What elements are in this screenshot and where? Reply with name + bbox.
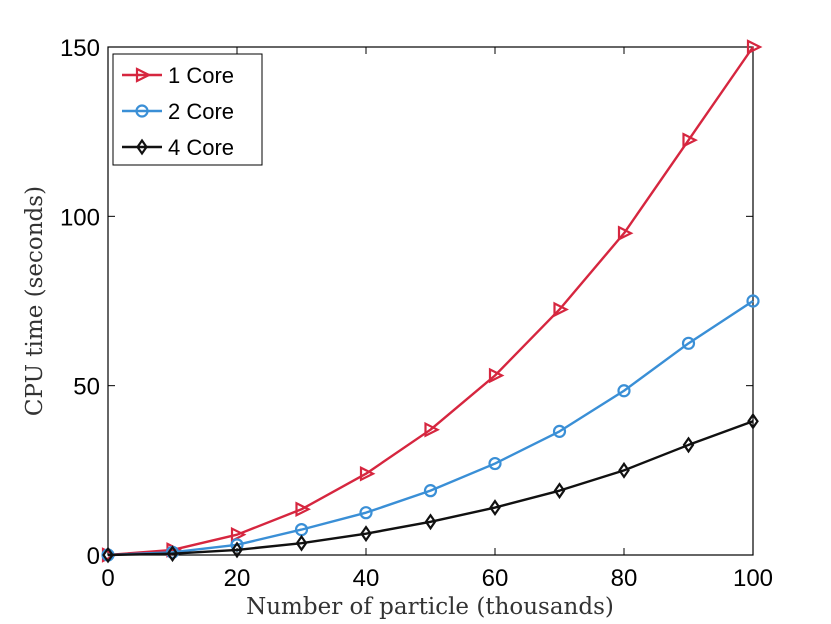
diamond-marker	[618, 461, 630, 479]
diamond-marker	[682, 436, 695, 454]
triangle-marker	[488, 367, 505, 384]
triangle-marker	[230, 526, 247, 543]
legend: 1 Core 2 Core 4 Core	[112, 53, 263, 166]
triangle-marker	[424, 421, 440, 438]
triangle-marker	[553, 301, 569, 318]
series-group	[101, 39, 763, 564]
circle-marker	[746, 294, 760, 308]
x-tick-label: 60	[482, 565, 509, 592]
y-tick-label: 50	[73, 374, 100, 401]
triangle-marker	[682, 132, 698, 148]
triangle-marker	[746, 39, 763, 55]
legend-label: 4 Core	[168, 135, 234, 160]
circle-marker	[617, 384, 631, 398]
triangle-marker	[135, 67, 152, 83]
series-line	[107, 420, 754, 557]
triangle-marker	[617, 225, 634, 242]
x-axis-title: Number of particle (thousands)	[246, 594, 614, 620]
circle-marker	[552, 424, 567, 438]
diamond-marker	[231, 541, 243, 559]
circle-marker	[135, 104, 149, 118]
circle-marker	[681, 336, 696, 350]
circle-marker	[359, 506, 373, 520]
legend-label: 2 Core	[168, 99, 234, 124]
diamond-marker	[553, 482, 566, 500]
x-tick-label: 80	[611, 565, 638, 592]
axis-ticks: 0 20 40 60 80 100 0 50 100 150	[60, 35, 773, 592]
diamond-marker	[295, 534, 308, 552]
series-line	[107, 46, 754, 557]
diamond-marker	[489, 499, 501, 517]
triangle-marker	[295, 501, 311, 518]
series-line	[107, 299, 754, 557]
x-tick-label: 100	[733, 565, 773, 592]
y-axis-title: CPU time (seconds)	[22, 186, 48, 416]
triangle-marker	[359, 465, 376, 482]
legend-label: 1 Core	[168, 63, 234, 88]
circle-marker	[488, 456, 502, 471]
y-tick-label: 0	[87, 543, 100, 570]
circle-marker	[423, 484, 438, 498]
x-tick-label: 20	[224, 565, 251, 592]
y-tick-label: 100	[60, 204, 100, 231]
diamond-marker	[360, 525, 372, 543]
diamond-marker	[424, 513, 437, 531]
y-tick-label: 150	[60, 35, 100, 62]
x-tick-label: 0	[101, 565, 114, 592]
diamond-marker	[102, 546, 114, 564]
diamond-marker	[136, 138, 148, 156]
diamond-marker	[747, 412, 759, 430]
diamond-marker	[166, 545, 179, 563]
x-tick-label: 40	[353, 565, 380, 592]
